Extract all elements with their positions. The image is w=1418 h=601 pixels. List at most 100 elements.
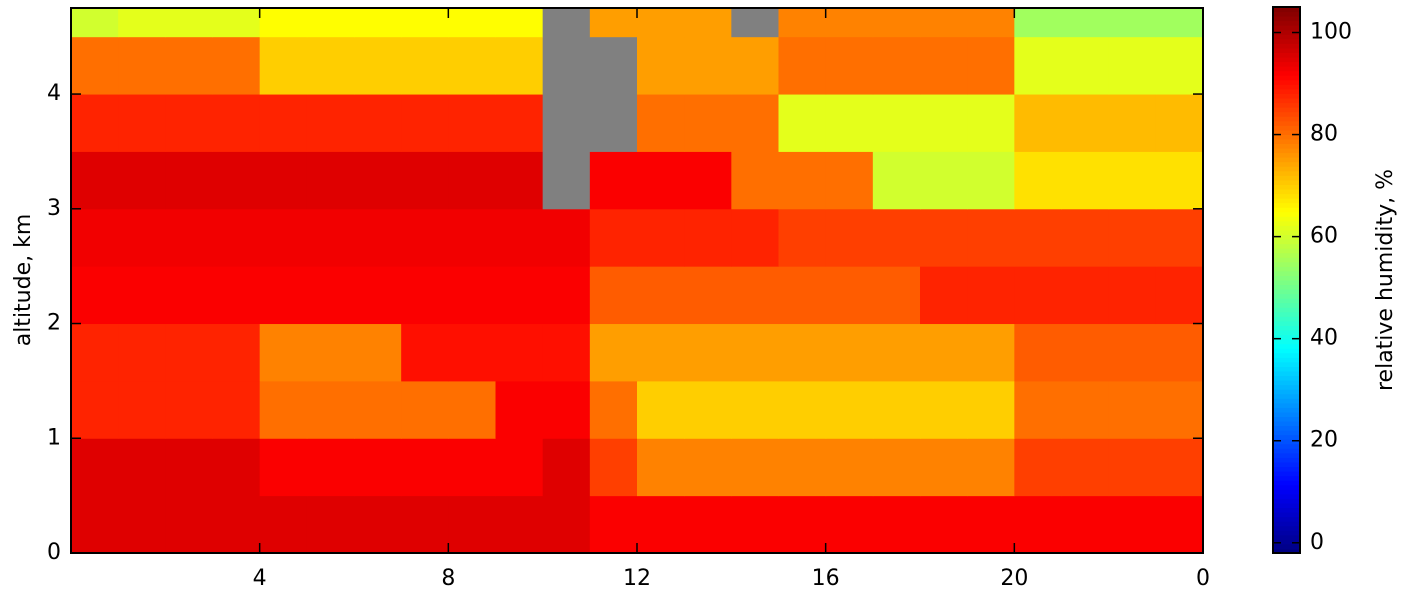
heatmap-cell (401, 438, 449, 497)
colorbar-swatch (1273, 307, 1300, 313)
heatmap-cell (212, 323, 261, 382)
colorbar-swatch (1273, 38, 1300, 44)
colorbar-swatch (1273, 516, 1300, 522)
heatmap-cell (165, 208, 213, 267)
colorbar-swatch (1273, 457, 1300, 463)
heatmap-cell (1061, 495, 1110, 554)
colorbar-swatch (1273, 548, 1300, 554)
heatmap-cell (495, 208, 544, 267)
heatmap-cell (825, 8, 874, 38)
heatmap-cell (401, 8, 449, 38)
heatmap-cell (872, 8, 921, 38)
heatmap-cell (778, 208, 827, 267)
colorbar-swatch (1273, 239, 1300, 245)
heatmap-cell (872, 266, 921, 325)
colorbar-swatch (1273, 189, 1300, 195)
heatmap-cell (637, 438, 685, 497)
heatmap-cell (731, 151, 779, 210)
heatmap-cell (495, 151, 544, 210)
heatmap-cell (165, 36, 213, 95)
heatmap-cell (872, 495, 921, 554)
colorbar-swatch (1273, 330, 1300, 336)
colorbar-swatch (1273, 371, 1300, 377)
heatmap-cell (118, 151, 166, 210)
colorbar-swatch (1273, 389, 1300, 395)
y-tick-label: 3 (47, 196, 61, 221)
heatmap-cell (542, 266, 591, 325)
colorbar-swatch (1273, 311, 1300, 317)
heatmap-cell (637, 495, 685, 554)
heatmap-cell (1014, 36, 1062, 95)
heatmap-cell (401, 266, 449, 325)
colorbar-swatch (1273, 175, 1300, 181)
heatmap-cell (542, 438, 591, 497)
colorbar-swatch (1273, 16, 1300, 22)
heatmap-cell (872, 36, 921, 95)
colorbar-swatch (1273, 357, 1300, 363)
heatmap-cell (542, 208, 591, 267)
heatmap-cell (118, 380, 166, 439)
colorbar-swatch (1273, 52, 1300, 58)
heatmap-cell (1108, 8, 1157, 38)
colorbar-swatch (1273, 129, 1300, 135)
heatmap-cell (495, 36, 544, 95)
colorbar-swatch (1273, 102, 1300, 108)
colorbar-swatch (1273, 234, 1300, 240)
heatmap-cell (306, 208, 355, 267)
x-tick-label: 20 (1000, 566, 1028, 591)
heatmap-cell (637, 208, 685, 267)
heatmap-cell (165, 94, 213, 152)
heatmap-cell (71, 438, 119, 497)
colorbar-swatch (1273, 252, 1300, 258)
y-tick-label: 0 (47, 540, 61, 565)
heatmap-cell (118, 36, 166, 95)
colorbar-label: relative humidity, % (1373, 169, 1398, 391)
heatmap-cell (165, 380, 213, 439)
heatmap-cell (71, 8, 119, 38)
colorbar-swatch (1273, 375, 1300, 381)
heatmap-cell (637, 380, 685, 439)
heatmap-cell (448, 36, 496, 95)
heatmap-cell (259, 36, 308, 95)
heatmap-cell (731, 208, 779, 267)
colorbar-swatch (1273, 202, 1300, 208)
colorbar-swatch (1273, 280, 1300, 286)
heatmap-cell (448, 208, 496, 267)
colorbar-swatch (1273, 411, 1300, 417)
heatmap-cell (967, 323, 1015, 382)
heatmap-cell (920, 495, 968, 554)
heatmap-cell (259, 323, 308, 382)
colorbar-swatch (1273, 61, 1300, 67)
colorbar-swatch (1273, 475, 1300, 481)
y-axis-label: altitude, km (11, 214, 36, 347)
heatmap-cell (212, 380, 261, 439)
heatmap-cell (401, 380, 449, 439)
heatmap-cell (165, 151, 213, 210)
heatmap-cell (354, 36, 402, 95)
heatmap-cell (920, 94, 968, 152)
heatmap-cell (589, 94, 638, 152)
heatmap-cell (778, 151, 827, 210)
heatmap-cell (684, 94, 732, 152)
colorbar-swatch (1273, 484, 1300, 490)
heatmap-cell (448, 323, 496, 382)
heatmap-cell (1014, 438, 1062, 497)
heatmap-cell (1061, 380, 1110, 439)
colorbar-swatch (1273, 138, 1300, 144)
heatmap-cell (1014, 8, 1062, 38)
heatmap-cell (354, 495, 402, 554)
heatmap-cell (1108, 36, 1157, 95)
heatmap-cell (401, 208, 449, 267)
colorbar-swatch (1273, 216, 1300, 222)
heatmap-cell (872, 380, 921, 439)
heatmap-cell (448, 266, 496, 325)
colorbar-swatch (1273, 525, 1300, 531)
heatmap-cell (872, 438, 921, 497)
colorbar-swatch (1273, 471, 1300, 477)
heatmap-cell (212, 495, 261, 554)
colorbar-swatch (1273, 229, 1300, 235)
colorbar-swatch (1273, 57, 1300, 63)
colorbar-swatch (1273, 507, 1300, 513)
heatmap-cell (212, 8, 261, 38)
